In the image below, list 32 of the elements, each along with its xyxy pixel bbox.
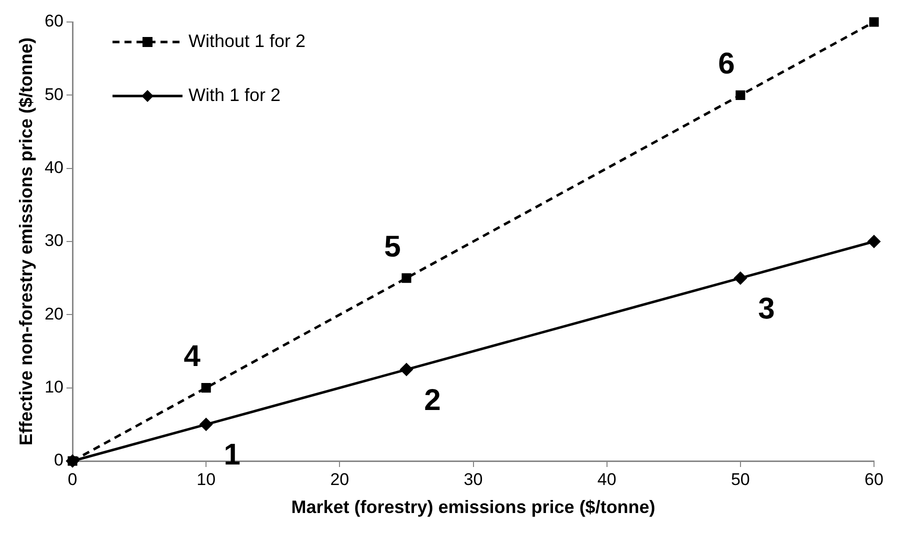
x-tick-label: 40 xyxy=(597,470,616,489)
y-axis-title: Effective non-forestry emissions price ($/tonne) xyxy=(16,37,36,446)
annotation: 3 xyxy=(758,292,775,326)
point xyxy=(734,272,747,284)
point xyxy=(200,418,212,431)
x-tick-label: 30 xyxy=(464,470,483,489)
point xyxy=(869,17,879,27)
y-tick-label: 20 xyxy=(44,304,64,324)
x-tick-label: 0 xyxy=(68,470,78,489)
y-tick-label: 50 xyxy=(44,84,64,104)
legend-label: Without 1 for 2 xyxy=(188,30,306,51)
annotation: 6 xyxy=(718,47,735,80)
annotation: 5 xyxy=(384,230,401,264)
x-tick-label: 10 xyxy=(196,470,216,489)
point xyxy=(868,235,880,248)
y-tick-label: 40 xyxy=(44,158,64,178)
y-tick-label: 10 xyxy=(44,378,64,397)
point xyxy=(736,90,746,100)
y-tick-label: 30 xyxy=(44,231,64,250)
y-tick-label: 0 xyxy=(54,450,64,470)
annotation: 4 xyxy=(184,340,201,374)
annotation: 1 xyxy=(224,438,240,472)
point xyxy=(201,383,211,393)
y-tick-label: 60 xyxy=(44,12,64,31)
annotation: 2 xyxy=(424,384,441,417)
legend-label: With 1 for 2 xyxy=(188,84,281,105)
x-tick-label: 50 xyxy=(730,470,750,489)
point xyxy=(402,273,412,283)
x-axis-title: Market (forestry) emissions price ($/tonne) xyxy=(291,497,656,518)
point xyxy=(400,363,413,376)
x-tick-label: 60 xyxy=(864,470,884,489)
x-tick-label: 20 xyxy=(330,470,350,489)
